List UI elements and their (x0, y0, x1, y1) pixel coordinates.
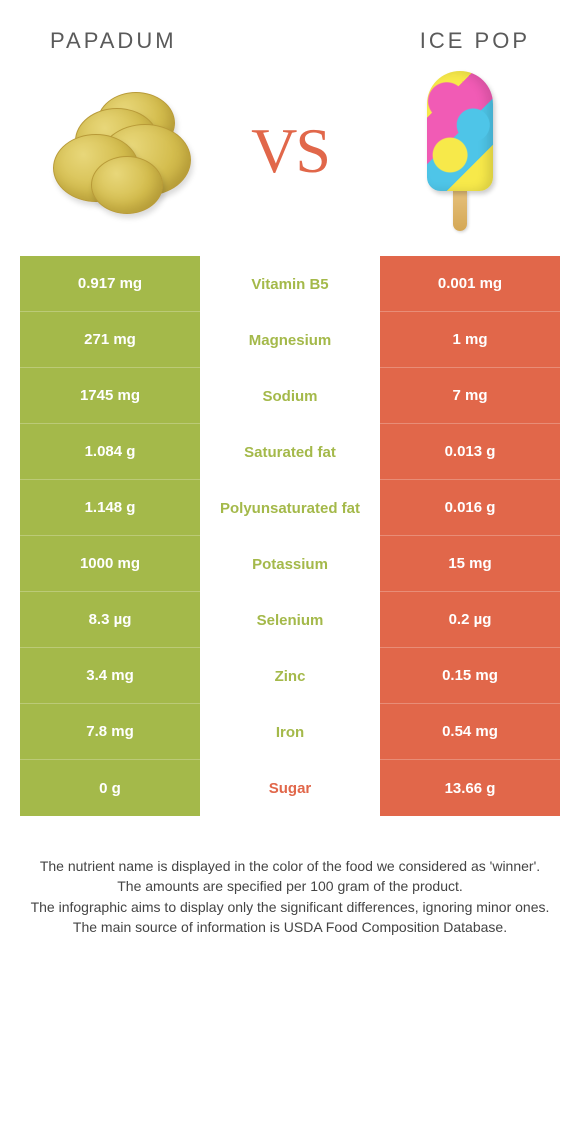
left-value: 1000 mg (20, 536, 200, 592)
right-value: 0.013 g (380, 424, 560, 480)
nutrient-label: Vitamin B5 (200, 256, 380, 312)
right-value: 13.66 g (380, 760, 560, 816)
table-row: 0.917 mgVitamin B50.001 mg (20, 256, 560, 312)
nutrient-label: Zinc (200, 648, 380, 704)
nutrient-label: Polyunsaturated fat (200, 480, 380, 536)
left-value: 0 g (20, 760, 200, 816)
right-value: 1 mg (380, 312, 560, 368)
table-row: 8.3 µgSelenium0.2 µg (20, 592, 560, 648)
left-value: 3.4 mg (20, 648, 200, 704)
ice-pop-icon (380, 76, 540, 226)
nutrient-label: Selenium (200, 592, 380, 648)
left-value: 0.917 mg (20, 256, 200, 312)
left-value: 271 mg (20, 312, 200, 368)
nutrient-label: Iron (200, 704, 380, 760)
nutrient-label: Saturated fat (200, 424, 380, 480)
right-value: 15 mg (380, 536, 560, 592)
right-value: 7 mg (380, 368, 560, 424)
footnotes: The nutrient name is displayed in the co… (0, 816, 580, 967)
right-value: 0.016 g (380, 480, 560, 536)
nutrient-label: Potassium (200, 536, 380, 592)
header: Papadum Ice pop (0, 0, 580, 66)
right-value: 0.001 mg (380, 256, 560, 312)
right-value: 0.15 mg (380, 648, 560, 704)
table-row: 7.8 mgIron0.54 mg (20, 704, 560, 760)
footnote-line: The infographic aims to display only the… (30, 897, 550, 917)
right-value: 0.54 mg (380, 704, 560, 760)
footnote-line: The nutrient name is displayed in the co… (30, 856, 550, 876)
left-value: 1.084 g (20, 424, 200, 480)
nutrient-table: 0.917 mgVitamin B50.001 mg271 mgMagnesiu… (0, 256, 580, 816)
papadum-icon (40, 76, 200, 226)
left-value: 1.148 g (20, 480, 200, 536)
left-value: 1745 mg (20, 368, 200, 424)
left-value: 8.3 µg (20, 592, 200, 648)
right-food-title: Ice pop (420, 28, 530, 54)
table-row: 0 gSugar13.66 g (20, 760, 560, 816)
footnote-line: The main source of information is USDA F… (30, 917, 550, 937)
nutrient-label: Sodium (200, 368, 380, 424)
table-row: 1.148 gPolyunsaturated fat0.016 g (20, 480, 560, 536)
vs-label: VS (251, 114, 329, 188)
nutrient-label: Sugar (200, 760, 380, 816)
table-row: 1000 mgPotassium15 mg (20, 536, 560, 592)
nutrient-label: Magnesium (200, 312, 380, 368)
vs-row: VS (0, 66, 580, 256)
table-row: 1745 mgSodium7 mg (20, 368, 560, 424)
right-value: 0.2 µg (380, 592, 560, 648)
table-row: 1.084 gSaturated fat0.013 g (20, 424, 560, 480)
table-row: 271 mgMagnesium1 mg (20, 312, 560, 368)
footnote-line: The amounts are specified per 100 gram o… (30, 876, 550, 896)
left-food-title: Papadum (50, 28, 177, 54)
table-row: 3.4 mgZinc0.15 mg (20, 648, 560, 704)
left-value: 7.8 mg (20, 704, 200, 760)
